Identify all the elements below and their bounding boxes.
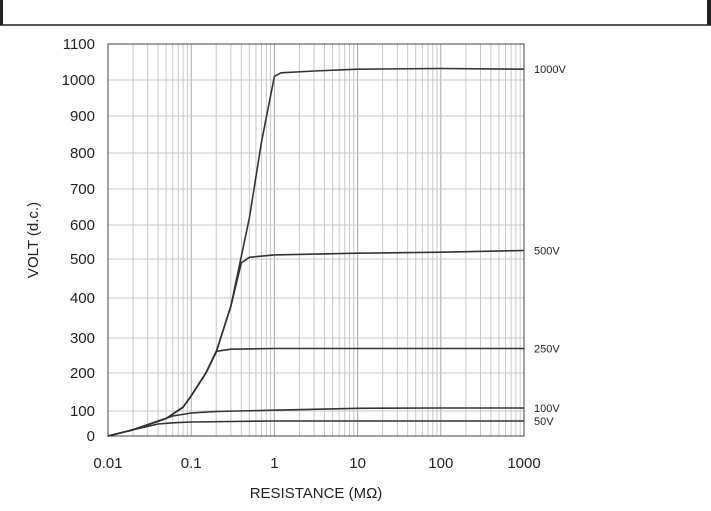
x-tick-label: 10 bbox=[349, 455, 366, 472]
x-tick-label: 100 bbox=[428, 455, 453, 472]
y-tick-label: 400 bbox=[70, 290, 95, 307]
series-label: 100V bbox=[534, 403, 560, 415]
y-tick-label: 200 bbox=[70, 365, 95, 382]
left-edge-bar bbox=[0, 0, 3, 25]
x-tick-label: 1000 bbox=[507, 455, 540, 472]
y-tick-label: 600 bbox=[70, 217, 95, 234]
x-axis-title: RESISTANCE (MΩ) bbox=[250, 485, 383, 502]
series-line bbox=[107, 407, 524, 437]
x-tick-label: 1 bbox=[270, 455, 278, 472]
series-lines bbox=[107, 67, 525, 437]
y-tick-label: 0 bbox=[87, 428, 95, 445]
y-tick-label: 1000 bbox=[62, 72, 95, 89]
series-label: 1000V bbox=[534, 64, 566, 76]
plot-frame bbox=[107, 43, 525, 437]
y-axis-title: VOLT (d.c.) bbox=[25, 202, 42, 278]
y-tick-label: 800 bbox=[70, 145, 95, 162]
series-label: 50V bbox=[534, 416, 554, 428]
grid bbox=[107, 43, 525, 437]
series-line bbox=[107, 420, 524, 437]
y-tick-labels: 0 100 200 300 400 500 600 700 800 900 1000 1100 bbox=[62, 36, 95, 445]
x-tick-labels: 0.01 0.1 1 10 100 1000 bbox=[93, 455, 540, 472]
x-tick-label: 0.01 bbox=[93, 455, 122, 472]
series-label: 250V bbox=[534, 344, 560, 356]
y-tick-label: 1100 bbox=[63, 36, 95, 53]
y-tick-label: 900 bbox=[70, 108, 95, 125]
series-label: 500V bbox=[534, 246, 560, 258]
y-tick-label: 700 bbox=[70, 181, 95, 198]
right-edge-bar bbox=[707, 0, 711, 25]
y-tick-label: 100 bbox=[70, 403, 95, 420]
y-tick-label: 300 bbox=[70, 330, 95, 347]
y-tick-label: 500 bbox=[70, 251, 95, 268]
x-tick-label: 0.1 bbox=[181, 455, 202, 472]
